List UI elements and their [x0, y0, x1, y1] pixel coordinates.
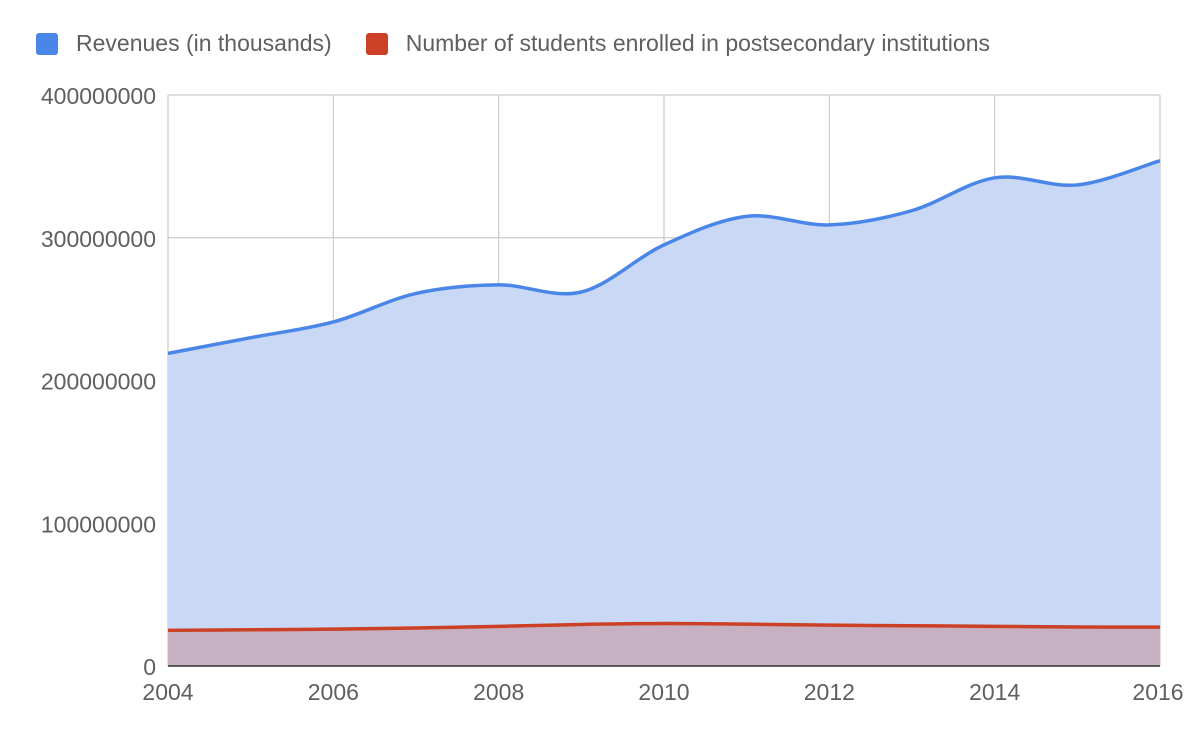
- series-areas: [168, 160, 1160, 667]
- series-area-1: [168, 623, 1160, 666]
- x-tick-label: 2006: [308, 679, 359, 705]
- x-tick-label: 2004: [142, 679, 193, 705]
- legend-label-students: Number of students enrolled in postsecon…: [405, 30, 990, 56]
- series-line-0: [167, 158, 1161, 356]
- x-tick-label: 2012: [804, 679, 855, 705]
- x-tick-label: 2016: [1132, 679, 1183, 705]
- x-tick-label: 2014: [969, 679, 1020, 705]
- legend-item-revenues[interactable]: Revenues (in thousands): [36, 30, 332, 57]
- legend-item-students[interactable]: Number of students enrolled in postsecon…: [365, 30, 990, 57]
- legend-swatch-revenues: [36, 32, 58, 55]
- y-tick-label: 400000000: [41, 83, 156, 109]
- x-tick-label: 2008: [473, 679, 524, 705]
- y-tick-label: 100000000: [41, 511, 156, 537]
- legend-swatch-students: [365, 32, 388, 55]
- y-tick-label: 0: [143, 654, 156, 680]
- y-tick-label: 200000000: [41, 369, 156, 395]
- legend-label-revenues: Revenues (in thousands): [76, 30, 332, 56]
- y-tick-label: 300000000: [41, 226, 156, 252]
- series-area-0: [168, 160, 1160, 667]
- legend: Revenues (in thousands) Number of studen…: [36, 30, 1024, 57]
- tick-labels: 0 100000000 200000000 300000000 400000000 200…: [41, 83, 1184, 705]
- series-line-1: [167, 621, 1161, 633]
- x-tick-label: 2010: [638, 679, 689, 705]
- series-lines: [167, 158, 1161, 633]
